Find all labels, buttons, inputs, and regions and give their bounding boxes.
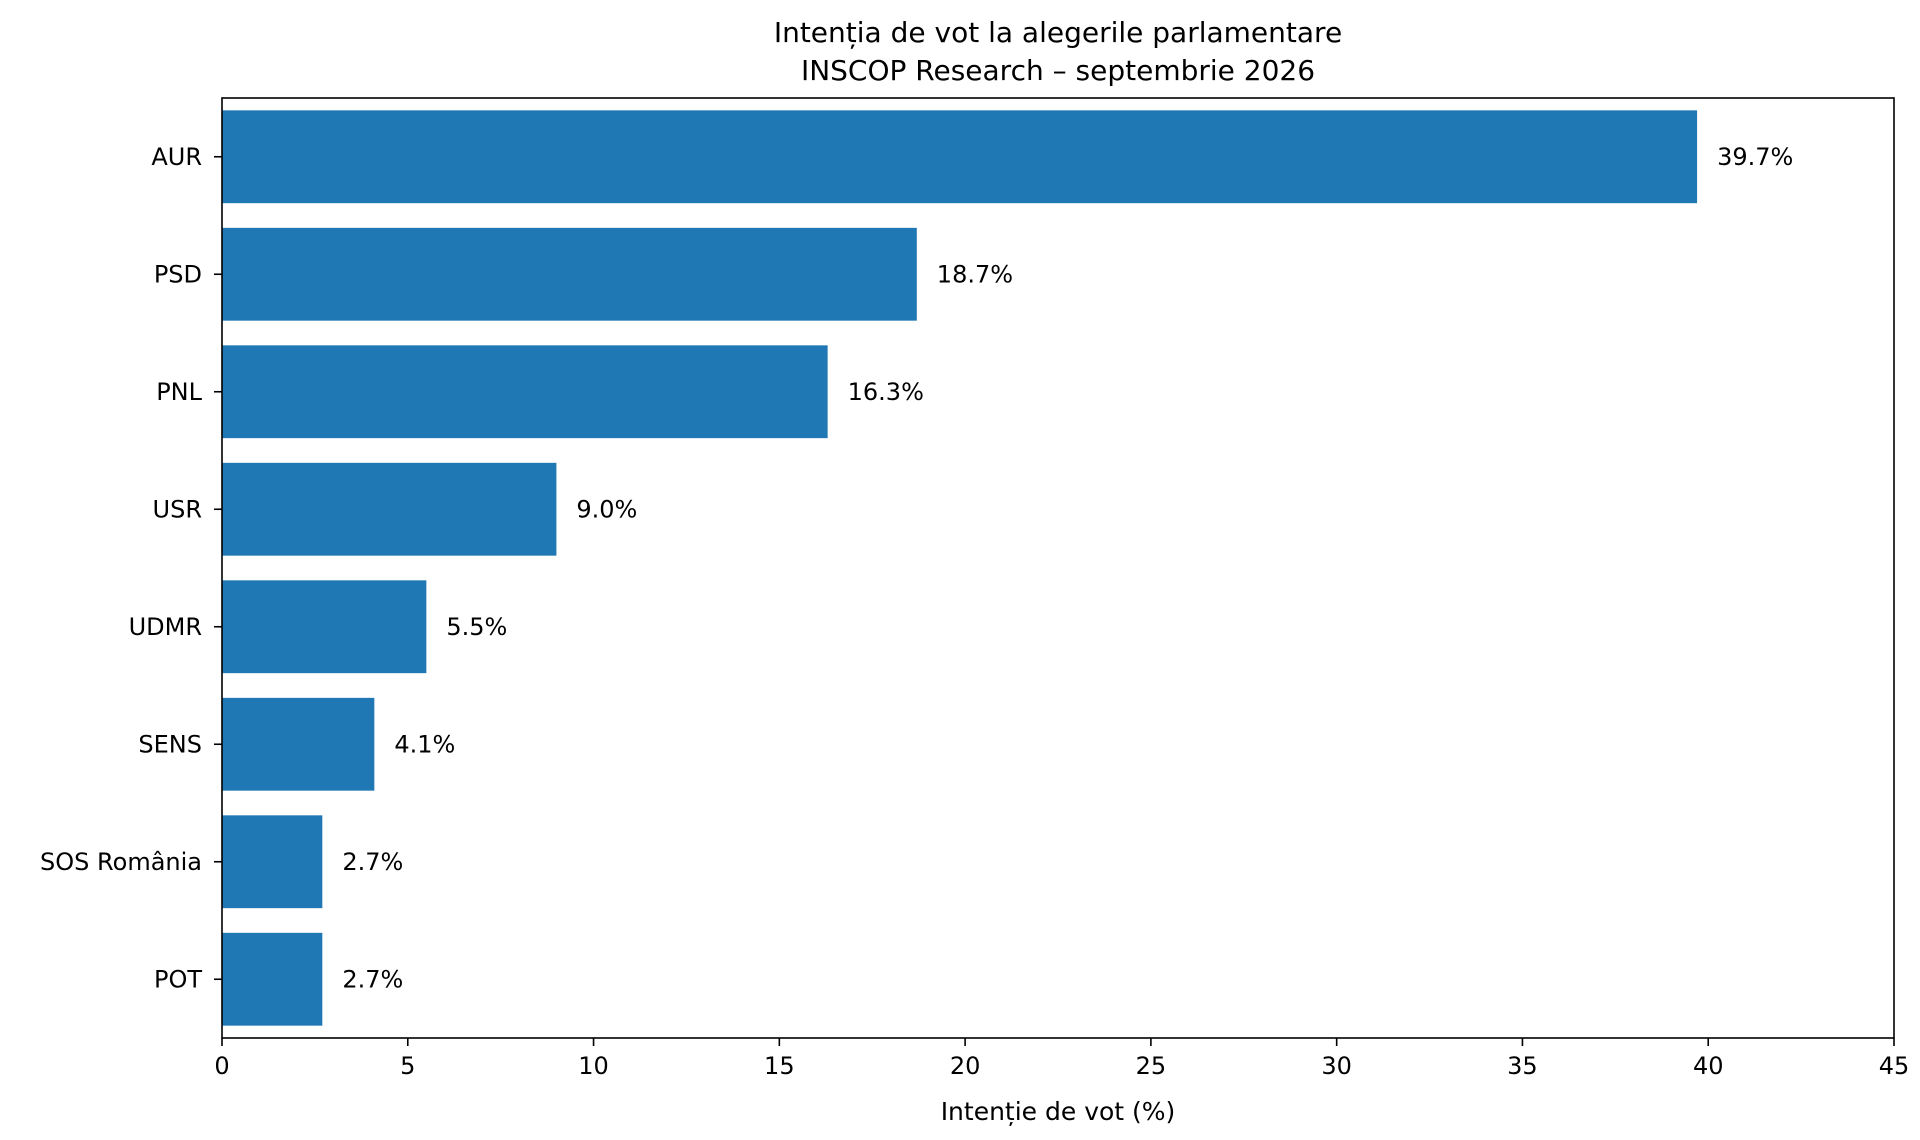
x-tick-label: 30 — [1321, 1052, 1352, 1080]
bar-pnl — [222, 345, 828, 439]
y-tick-label: PNL — [156, 378, 202, 406]
bar-udmr — [222, 580, 427, 674]
data-label: 5.5% — [446, 613, 507, 641]
bar-aur — [222, 110, 1698, 204]
data-label: 4.1% — [394, 730, 455, 758]
bar-psd — [222, 227, 917, 321]
chart-subtitle: INSCOP Research – septembrie 2026 — [801, 54, 1315, 87]
y-axis: AUR PSD PNL USR UDMR SENS SOS România POT — [40, 143, 222, 993]
data-label: 9.0% — [576, 495, 637, 523]
y-tick-label: SENS — [138, 730, 202, 758]
y-tick-label: SOS România — [40, 848, 202, 876]
y-tick-label: PSD — [154, 260, 202, 288]
data-label: 39.7% — [1717, 143, 1793, 171]
x-tick-label: 0 — [214, 1052, 229, 1080]
y-tick-label: POT — [154, 965, 202, 993]
x-tick-label: 10 — [578, 1052, 609, 1080]
bar-sens — [222, 697, 375, 791]
x-tick-label: 25 — [1136, 1052, 1167, 1080]
y-tick-label: AUR — [151, 143, 202, 171]
x-axis-label: Intenție de vot (%) — [941, 1097, 1176, 1126]
x-tick-label: 40 — [1693, 1052, 1724, 1080]
x-tick-label: 35 — [1507, 1052, 1538, 1080]
x-tick-label: 5 — [400, 1052, 415, 1080]
data-labels-layer: 39.7% 18.7% 16.3% 9.0% 5.5% 4.1% 2.7% 2.7% — [342, 143, 1793, 994]
data-label: 2.7% — [342, 965, 403, 993]
bar-pot — [222, 932, 323, 1026]
bar-sos-românia — [222, 815, 323, 909]
bar-usr — [222, 462, 557, 556]
data-label: 18.7% — [937, 260, 1013, 288]
x-tick-label: 15 — [764, 1052, 795, 1080]
bars-layer — [222, 110, 1698, 1026]
x-tick-label: 45 — [1879, 1052, 1910, 1080]
chart-title: Intenția de vot la alegerile parlamentar… — [774, 16, 1342, 49]
x-tick-label: 20 — [950, 1052, 981, 1080]
x-axis: 0 5 10 15 20 25 30 35 40 45 — [214, 1038, 1909, 1080]
y-tick-label: USR — [153, 495, 202, 523]
y-tick-label: UDMR — [129, 613, 202, 641]
plot-frame — [221, 97, 1895, 1039]
data-label: 2.7% — [342, 848, 403, 876]
data-label: 16.3% — [848, 378, 924, 406]
